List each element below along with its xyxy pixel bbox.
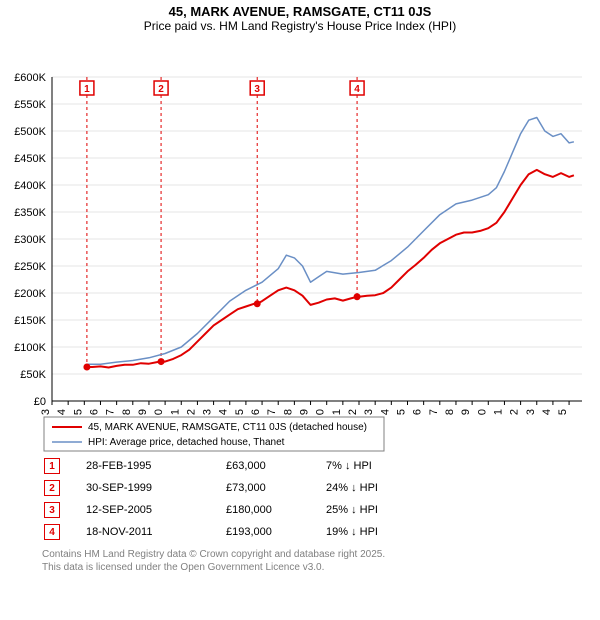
svg-text:2021: 2021 [492, 409, 504, 415]
svg-text:1996: 1996 [88, 409, 100, 415]
svg-text:2022: 2022 [509, 409, 521, 415]
sale-price: £73,000 [226, 482, 326, 494]
sale-index: 4 [44, 524, 60, 540]
sale-index: 2 [44, 480, 60, 496]
sale-date: 28-FEB-1995 [60, 460, 226, 472]
svg-text:£250K: £250K [14, 261, 46, 273]
svg-text:2019: 2019 [460, 409, 472, 415]
svg-text:45, MARK AVENUE, RAMSGATE, CT1: 45, MARK AVENUE, RAMSGATE, CT11 0JS (det… [88, 422, 367, 433]
svg-text:1993: 1993 [40, 409, 52, 415]
svg-text:£100K: £100K [14, 342, 46, 354]
svg-text:2023: 2023 [525, 409, 537, 415]
svg-text:£400K: £400K [14, 180, 46, 192]
svg-text:2013: 2013 [363, 409, 375, 415]
svg-text:£50K: £50K [20, 369, 46, 381]
sale-diff: 24% ↓ HPI [326, 482, 426, 494]
svg-text:2001: 2001 [169, 409, 181, 415]
svg-text:1995: 1995 [72, 409, 84, 415]
svg-text:2: 2 [158, 84, 164, 95]
svg-text:2025: 2025 [557, 409, 569, 415]
svg-text:2007: 2007 [266, 409, 278, 415]
svg-text:£450K: £450K [14, 153, 46, 165]
sales-table: 128-FEB-1995£63,0007% ↓ HPI230-SEP-1999£… [0, 455, 600, 543]
svg-text:2018: 2018 [444, 409, 456, 415]
svg-text:2016: 2016 [412, 409, 424, 415]
svg-text:2010: 2010 [315, 409, 327, 415]
svg-text:2011: 2011 [331, 409, 343, 415]
price-chart: £0 £50K £100K £150K £200K £250K £300K £350K £400… [0, 35, 600, 415]
svg-text:2008: 2008 [282, 409, 294, 415]
sale-row: 418-NOV-2011£193,00019% ↓ HPI [0, 521, 600, 543]
chart-title-2: Price paid vs. HM Land Registry's House … [0, 19, 600, 35]
sale-price: £180,000 [226, 504, 326, 516]
svg-text:1998: 1998 [121, 409, 133, 415]
svg-text:2009: 2009 [299, 409, 311, 415]
svg-text:£0: £0 [34, 396, 46, 408]
sale-diff: 7% ↓ HPI [326, 460, 426, 472]
svg-text:£550K: £550K [14, 99, 46, 111]
svg-text:3: 3 [254, 84, 260, 95]
sale-price: £63,000 [226, 460, 326, 472]
sale-diff: 19% ↓ HPI [326, 526, 426, 538]
svg-text:2002: 2002 [185, 409, 197, 415]
sale-date: 18-NOV-2011 [60, 526, 226, 538]
svg-text:1997: 1997 [105, 409, 117, 415]
svg-text:£600K: £600K [14, 72, 46, 84]
svg-text:£150K: £150K [14, 315, 46, 327]
svg-text:2006: 2006 [250, 409, 262, 415]
svg-text:2004: 2004 [218, 409, 230, 415]
svg-text:1: 1 [84, 84, 90, 95]
chart-legend: 45, MARK AVENUE, RAMSGATE, CT11 0JS (det… [0, 415, 600, 455]
sale-index: 3 [44, 502, 60, 518]
attribution-footer: Contains HM Land Registry data © Crown c… [42, 549, 558, 574]
svg-text:HPI: Average price, detached h: HPI: Average price, detached house, Than… [88, 437, 285, 448]
svg-text:2014: 2014 [379, 409, 391, 415]
sale-row: 128-FEB-1995£63,0007% ↓ HPI [0, 455, 600, 477]
svg-text:1994: 1994 [56, 409, 68, 415]
svg-text:2003: 2003 [202, 409, 214, 415]
sale-row: 230-SEP-1999£73,00024% ↓ HPI [0, 477, 600, 499]
svg-text:2024: 2024 [541, 409, 553, 415]
sale-index: 1 [44, 458, 60, 474]
sale-price: £193,000 [226, 526, 326, 538]
footer-line-2: This data is licensed under the Open Gov… [42, 562, 558, 575]
svg-text:2000: 2000 [153, 409, 165, 415]
svg-text:2020: 2020 [476, 409, 488, 415]
sale-date: 30-SEP-1999 [60, 482, 226, 494]
svg-text:2017: 2017 [428, 409, 440, 415]
svg-text:4: 4 [354, 84, 360, 95]
svg-text:£200K: £200K [14, 288, 46, 300]
chart-title-1: 45, MARK AVENUE, RAMSGATE, CT11 0JS [0, 0, 600, 19]
footer-line-1: Contains HM Land Registry data © Crown c… [42, 549, 558, 562]
svg-text:2012: 2012 [347, 409, 359, 415]
svg-text:£350K: £350K [14, 207, 46, 219]
sale-diff: 25% ↓ HPI [326, 504, 426, 516]
svg-text:2005: 2005 [234, 409, 246, 415]
svg-text:1999: 1999 [137, 409, 149, 415]
svg-text:£500K: £500K [14, 126, 46, 138]
svg-text:£300K: £300K [14, 234, 46, 246]
sale-date: 12-SEP-2005 [60, 504, 226, 516]
svg-text:2015: 2015 [395, 409, 407, 415]
sale-row: 312-SEP-2005£180,00025% ↓ HPI [0, 499, 600, 521]
